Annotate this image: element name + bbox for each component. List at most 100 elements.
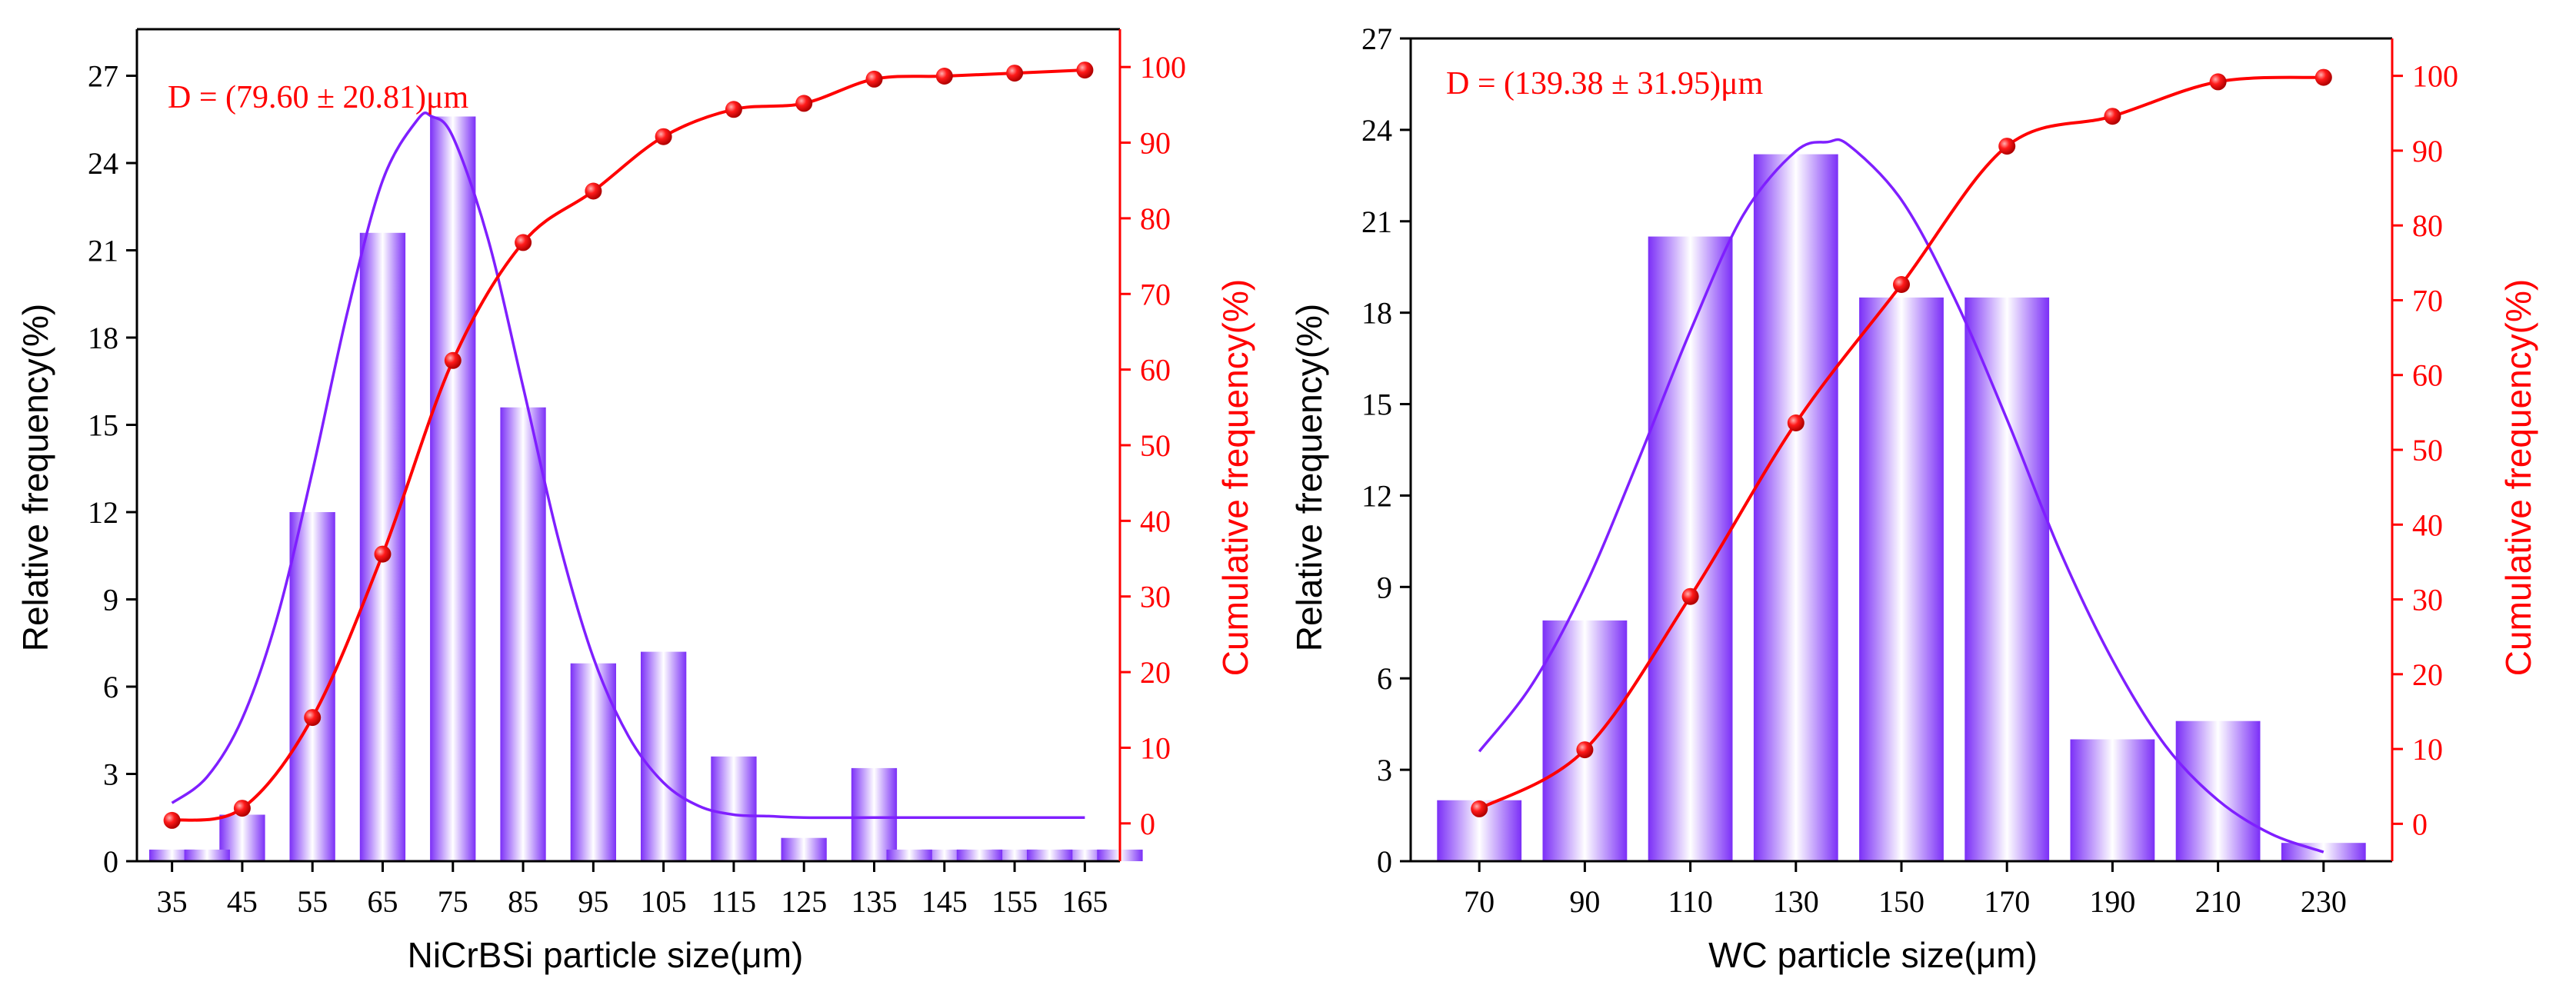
nicrbsi-x-tick-label: 65 (368, 884, 398, 919)
wc-y2-tick-label: 80 (2412, 208, 2443, 243)
wc-cumulative-point (2314, 68, 2332, 86)
wc-cumulative-series (1471, 68, 2332, 817)
wc-x-tick-label: 190 (2089, 884, 2135, 919)
wc-bar (1542, 620, 1628, 861)
nicrbsi-y-tick-label: 0 (103, 844, 118, 879)
nicrbsi-bar (430, 116, 476, 861)
nicrbsi-y-tick-label: 9 (103, 583, 118, 617)
nicrbsi-cumulative-point (725, 101, 742, 118)
nicrbsi-bar (184, 849, 230, 861)
nicrbsi-y2-tick-label: 10 (1140, 730, 1171, 765)
wc-y2-tick-label: 100 (2412, 59, 2458, 94)
nicrbsi-cumulative-point (795, 95, 813, 112)
nicrbsi-cumulative-point (1006, 65, 1024, 82)
nicrbsi-y-tick-label: 3 (103, 757, 118, 792)
nicrbsi-fit-line (171, 111, 1085, 820)
nicrbsi-y2-tick-label: 40 (1140, 504, 1171, 538)
nicrbsi-gaussian-fit (171, 111, 1085, 820)
nicrbsi-y-tick-label: 15 (88, 408, 118, 443)
nicrbsi-cumulative-point (655, 128, 672, 145)
nicrbsi-bars (149, 116, 1143, 861)
wc-y-tick-label: 12 (1361, 478, 1392, 513)
wc-y-tick-label: 3 (1377, 753, 1392, 787)
nicrbsi-y2-tick-label: 60 (1140, 353, 1171, 388)
nicrbsi-x-tick-label: 125 (781, 884, 827, 919)
nicrbsi-y2-tick-label: 70 (1140, 277, 1171, 311)
nicrbsi-bar (149, 849, 195, 861)
wc-bar (1753, 154, 1838, 862)
nicrbsi-tick-labels: 0 3 6 9 12 15 18 21 24 27 0 10 20 30 40 50 60 70 80 90 100 35… (88, 50, 1186, 919)
wc-y2-tick-label: 60 (2412, 358, 2443, 393)
wc-y-tick-label: 21 (1361, 205, 1392, 239)
nicrbsi-bar (711, 756, 757, 861)
nicrbsi-y-tick-label: 6 (103, 670, 118, 704)
nicrbsi-x-tick-label: 45 (227, 884, 258, 919)
nicrbsi-y2-axis-title: Cumulative frequency(%) (1215, 279, 1255, 676)
nicrbsi-x-tick-label: 35 (157, 884, 188, 919)
nicrbsi-bar (500, 407, 546, 861)
nicrbsi-cumulative-point (515, 234, 532, 251)
nicrbsi-bar (1061, 849, 1108, 861)
nicrbsi-y-tick-label: 27 (88, 59, 118, 94)
wc-cumulative-point (1471, 800, 1488, 817)
nicrbsi-cumulative-point (865, 70, 883, 88)
wc-y2-tick-label: 30 (2412, 583, 2443, 617)
nicrbsi-y-tick-label: 24 (88, 146, 118, 181)
wc-cumulative-point (2104, 108, 2121, 125)
nicrbsi-bar (851, 767, 898, 861)
nicrbsi-cumulative-series (163, 62, 1094, 829)
nicrbsi-x-tick-label: 85 (508, 884, 538, 919)
nicrbsi-y-tick-label: 18 (88, 321, 118, 355)
nicrbsi-x-tick-label: 165 (1061, 884, 1108, 919)
nicrbsi-cumulative-point (374, 545, 392, 563)
wc-x-tick-label: 130 (1773, 884, 1819, 919)
wc-y-tick-label: 27 (1361, 22, 1392, 56)
wc-y2-tick-label: 20 (2412, 657, 2443, 692)
wc-x-axis-title: WC particle size(μm) (1708, 935, 2038, 975)
nicrbsi-cumulative-point (444, 351, 462, 369)
nicrbsi-bar (781, 837, 827, 861)
wc-y2-tick-label: 40 (2412, 507, 2443, 542)
nicrbsi-chart: 0 3 6 9 12 15 18 21 24 27 0 10 20 30 40 50 60 70 80 90 100 35… (15, 28, 1255, 975)
wc-cumulative-line (1478, 75, 2324, 810)
wc-x-tick-label: 230 (2301, 884, 2347, 919)
nicrbsi-y2-tick-label: 20 (1140, 655, 1171, 690)
wc-bar (2070, 739, 2155, 861)
nicrbsi-annotation: D = (79.60 ± 20.81)μm (168, 80, 469, 115)
wc-y2-tick-label: 90 (2412, 134, 2443, 168)
wc-cumulative-point (1576, 741, 1594, 759)
nicrbsi-x-tick-label: 55 (297, 884, 328, 919)
wc-cumulative-point (1787, 414, 1805, 431)
nicrbsi-x-tick-label: 105 (641, 884, 687, 919)
nicrbsi-cumulative-point (233, 800, 251, 817)
wc-y-tick-label: 18 (1361, 296, 1392, 331)
nicrbsi-y2-tick-label: 30 (1140, 580, 1171, 614)
wc-y-tick-label: 24 (1361, 113, 1392, 148)
nicrbsi-axes (126, 28, 1131, 872)
nicrbsi-cumulative-point (1076, 62, 1094, 79)
wc-y-tick-label: 0 (1377, 844, 1392, 879)
wc-gaussian-fit (1478, 138, 2324, 854)
nicrbsi-bar (570, 663, 616, 861)
wc-cumulative-point (1681, 587, 1699, 605)
nicrbsi-x-tick-label: 155 (991, 884, 1038, 919)
wc-x-tick-label: 110 (1668, 884, 1713, 919)
nicrbsi-y2-tick-label: 100 (1140, 50, 1186, 85)
nicrbsi-y-tick-label: 21 (88, 234, 118, 268)
nicrbsi-y2-tick-label: 90 (1140, 126, 1171, 161)
wc-cumulative-point (1998, 138, 2016, 155)
nicrbsi-x-axis-title: NiCrBSi particle size(μm) (408, 935, 804, 975)
nicrbsi-bar (641, 651, 687, 861)
wc-x-tick-label: 150 (1878, 884, 1925, 919)
nicrbsi-bar (921, 849, 968, 861)
nicrbsi-bar (1027, 849, 1073, 861)
wc-annotation: D = (139.38 ± 31.95)μm (1446, 66, 1764, 101)
wc-fit-line (1478, 138, 2324, 854)
wc-y2-tick-label: 10 (2412, 732, 2443, 767)
wc-bars (1437, 154, 2366, 862)
nicrbsi-y2-tick-label: 0 (1140, 807, 1155, 841)
nicrbsi-x-tick-label: 145 (921, 884, 968, 919)
nicrbsi-cumulative-point (585, 182, 602, 200)
wc-x-tick-label: 90 (1569, 884, 1600, 919)
